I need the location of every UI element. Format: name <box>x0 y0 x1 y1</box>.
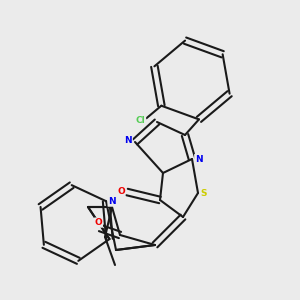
Text: N: N <box>124 136 132 145</box>
Text: S: S <box>200 188 207 197</box>
Text: O: O <box>94 218 102 227</box>
Text: O: O <box>117 188 125 196</box>
Text: N: N <box>108 197 116 206</box>
Text: Cl: Cl <box>136 116 146 125</box>
Text: N: N <box>195 154 203 164</box>
